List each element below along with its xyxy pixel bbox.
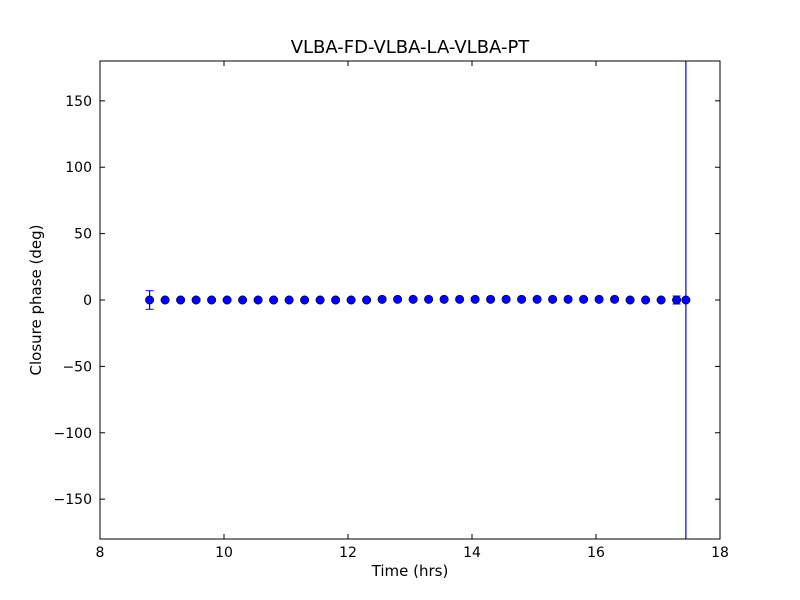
data-point [594, 294, 604, 304]
data-point [408, 294, 418, 304]
data-point [284, 295, 294, 305]
x-tick-label: 14 [463, 545, 481, 561]
plot-area [145, 61, 691, 539]
y-tick-label: −150 [54, 492, 92, 508]
y-tick-label: −100 [54, 426, 92, 442]
data-point [238, 295, 248, 305]
data-point [672, 295, 682, 305]
data-point [625, 295, 635, 305]
data-point [548, 294, 558, 304]
y-axis-label: Closure phase (deg) [27, 225, 45, 376]
data-point [207, 295, 217, 305]
data-point [300, 295, 310, 305]
y-tick-label: 0 [83, 293, 92, 309]
data-point [145, 295, 155, 305]
data-point [346, 295, 356, 305]
y-tick-label: −50 [62, 359, 92, 375]
data-point [486, 294, 496, 304]
data-point [176, 295, 186, 305]
data-point [579, 294, 589, 304]
data-point [222, 295, 232, 305]
data-point [455, 294, 465, 304]
data-point [393, 294, 403, 304]
data-point [331, 295, 341, 305]
data-point [656, 295, 666, 305]
data-point [362, 295, 372, 305]
data-point [610, 294, 620, 304]
x-tick-label: 10 [215, 545, 233, 561]
data-point [563, 294, 573, 304]
x-tick-label: 16 [587, 545, 605, 561]
x-tick-label: 8 [96, 545, 105, 561]
data-point [191, 295, 201, 305]
axes: 8 10 12 14 16 18 −150 −100 −50 0 50 100 150 [54, 60, 729, 561]
data-point [641, 295, 651, 305]
data-point [501, 294, 511, 304]
data-point [160, 295, 170, 305]
data-point [269, 295, 279, 305]
data-point [315, 295, 325, 305]
y-tick-label: 100 [65, 160, 92, 176]
data-point [377, 294, 387, 304]
data-point [517, 294, 527, 304]
data-point [424, 294, 434, 304]
chart-title: VLBA-FD-VLBA-LA-VLBA-PT [291, 37, 531, 58]
data-point [439, 294, 449, 304]
data-point [253, 295, 263, 305]
data-point [681, 295, 691, 305]
x-axis-label: Time (hrs) [371, 562, 449, 580]
y-tick-label: 150 [65, 94, 92, 110]
x-tick-label: 12 [339, 545, 357, 561]
y-tick-label: 50 [74, 227, 92, 243]
data-point [532, 294, 542, 304]
x-tick-label: 18 [711, 545, 729, 561]
data-point [470, 294, 480, 304]
